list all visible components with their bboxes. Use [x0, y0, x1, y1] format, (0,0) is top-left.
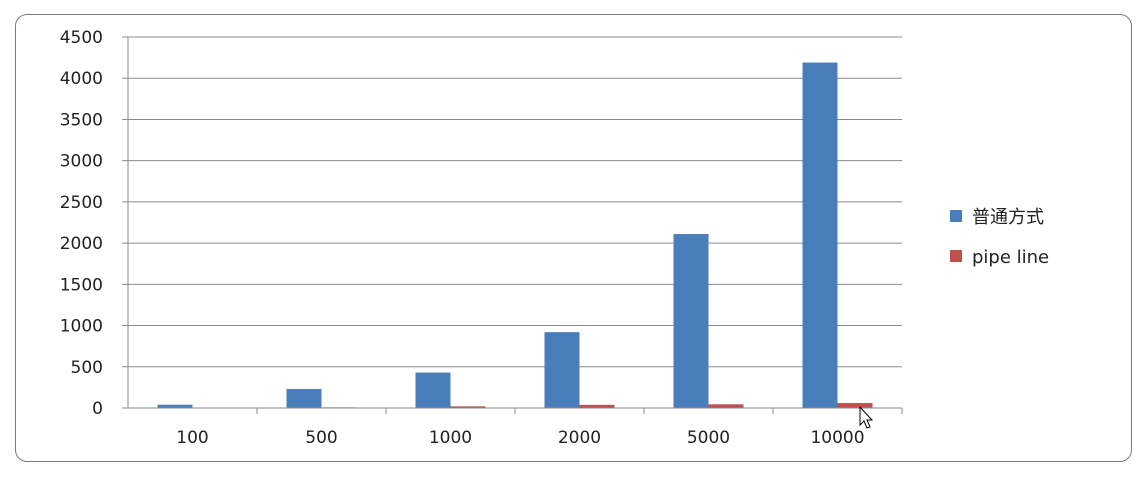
bar-series-1: [802, 62, 838, 409]
bar-series-1: [544, 332, 580, 408]
bar-series-1: [286, 389, 322, 408]
legend-swatch: [950, 250, 962, 262]
grid-lines: [128, 36, 902, 368]
y-tick-label: 3000: [60, 152, 103, 172]
legend: 普通方式 pipe line: [950, 207, 1049, 268]
bar-series-1: [157, 404, 193, 408]
y-axis-ticks: 0 500 1000 1500 2000 2500 3000 3500 4000 4500: [60, 28, 128, 419]
bar-series-1: [673, 234, 709, 408]
bar-series-2: [579, 404, 615, 408]
y-tick-label: 500: [71, 358, 103, 378]
x-axis-ticks: 100 500 1000 2000 5000 10000: [176, 408, 903, 448]
legend-swatch: [950, 210, 962, 222]
y-tick-label: 4000: [60, 69, 103, 89]
bar-series-2: [708, 404, 744, 408]
y-tick-label: 1500: [60, 275, 103, 295]
y-tick-label: 1000: [60, 317, 103, 337]
mouse-cursor-icon: [859, 405, 874, 429]
x-tick-label: 2000: [558, 428, 601, 448]
y-tick-label: 4500: [60, 28, 103, 48]
y-tick-label: 3500: [60, 110, 103, 130]
x-tick-label: 100: [176, 428, 208, 448]
y-tick-label: 2500: [60, 193, 103, 213]
bar-series-2: [837, 403, 873, 408]
bar-series-2: [450, 406, 486, 408]
x-tick-label: 1000: [429, 428, 472, 448]
y-tick-label: 0: [92, 399, 103, 419]
legend-label: 普通方式: [972, 207, 1044, 228]
x-tick-label: 5000: [687, 428, 730, 448]
x-tick-label: 500: [305, 428, 337, 448]
bars: [157, 62, 873, 409]
bar-series-1: [415, 372, 451, 408]
y-tick-label: 2000: [60, 234, 103, 254]
legend-label: pipe line: [972, 247, 1049, 268]
x-tick-label: 10000: [810, 428, 864, 448]
